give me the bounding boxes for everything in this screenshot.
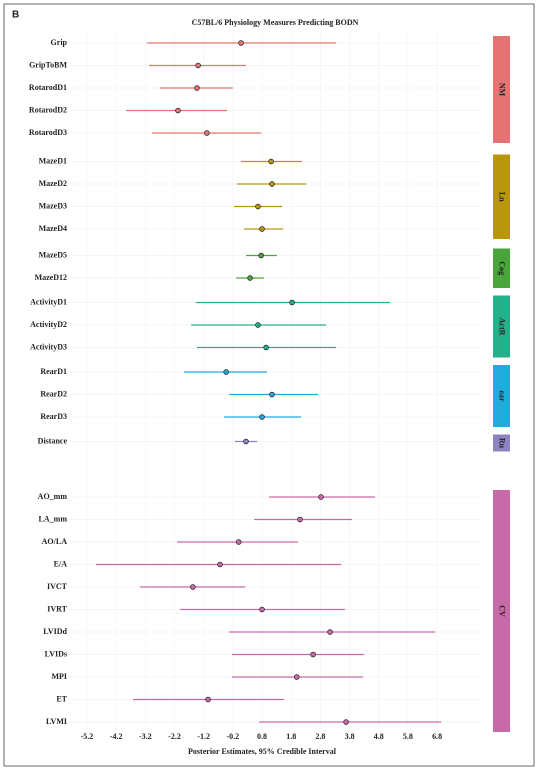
y-tick-label: E/A [54,559,68,568]
estimate-point [297,516,303,523]
estimate-point [327,629,333,635]
x-tick-label: -1.2 [197,732,210,741]
estimate-point [263,344,269,351]
group-strip [493,36,510,143]
panel-label: B [12,10,19,21]
group-label: Ru [498,438,507,449]
estimate-point [259,414,265,420]
y-tick-label: RearD2 [40,389,67,398]
estimate-point [269,181,275,187]
y-tick-label: GripToBM [29,60,67,69]
frame [3,3,535,767]
y-tick-label: IVCT [47,582,68,591]
estimate-point [294,674,300,680]
estimate-point [247,275,253,281]
estimate-point [195,62,201,69]
group-label: CV [498,605,507,617]
estimate-point [343,719,349,725]
x-tick-label: -4.2 [110,732,123,741]
estimate-point [318,494,324,500]
estimate-point [223,369,229,375]
estimate-point [205,696,211,703]
y-tick-label: Distance [38,436,68,445]
x-tick-label: 5.8 [403,732,413,741]
y-tick-label: ActivityD1 [30,297,67,306]
y-tick-label: MazeD3 [39,201,67,210]
group-label: ActR [498,318,507,336]
y-tick-label: ActivityD3 [30,342,67,351]
estimate-point [269,391,275,398]
y-tick-label: LVMI [46,717,67,726]
group-strip [493,154,510,239]
y-tick-label: RotarodD1 [29,83,67,92]
x-axis-label: Posterior Estimates, 95% Credible Interv… [188,747,337,756]
x-tick-label: 0.8 [257,732,267,741]
estimate-point [259,606,265,613]
estimate-point [194,85,200,91]
group-label: Cog [498,261,507,275]
y-tick-label: AO/LA [42,537,68,546]
group-label: Ln [498,192,507,202]
x-tick-label: 1.8 [286,732,296,741]
estimate-point [258,252,264,259]
y-tick-label: AO_mm [38,492,68,501]
estimate-point [175,107,181,114]
y-tick-label: MazeD1 [39,156,67,165]
y-tick-label: LVIDd [43,627,67,636]
y-tick-label: RearD3 [40,412,67,421]
y-tick-label: RotarodD3 [29,128,67,137]
estimate-point [190,584,196,590]
x-tick-label: -5.2 [81,732,94,741]
group-label: NM [498,83,507,97]
group-strip [493,365,510,427]
estimate-point [243,438,249,445]
estimate-point [289,299,295,306]
x-tick-label: -0.2 [227,732,240,741]
y-tick-label: MPI [51,672,67,681]
group-strip [493,434,510,452]
group-strip [493,490,510,732]
group-label: ear [498,390,507,402]
x-tick-label: 2.8 [315,732,325,741]
estimate-point [255,203,261,210]
y-tick-label: RotarodD2 [29,105,67,114]
chart-title: C57BL/6 Physiology Measures Predicting B… [192,18,359,27]
estimate-point [310,651,316,658]
y-tick-label: LVIDs [45,649,67,658]
estimate-point [255,322,261,328]
x-tick-label: 4.8 [374,732,384,741]
x-tick-label: 3.8 [345,732,355,741]
y-tick-label: IVRT [47,604,67,613]
y-tick-label: MazeD2 [39,179,67,188]
y-tick-label: RearD1 [40,367,67,376]
y-tick-label: MazeD12 [35,273,67,282]
y-tick-label: Grip [51,38,68,47]
x-tick-label: -3.2 [139,732,152,741]
x-tick-label: 6.8 [432,732,442,741]
estimate-point [259,226,265,232]
estimate-point [217,561,223,568]
y-tick-label: ET [56,694,67,703]
estimate-point [235,539,242,545]
y-tick-label: ActivityD2 [30,320,67,329]
estimate-point [268,158,274,165]
estimate-point [238,40,244,46]
x-tick-label: -2.2 [168,732,181,741]
y-tick-label: MazeD4 [39,224,67,233]
estimate-point [204,130,210,136]
y-tick-label: MazeD5 [39,250,67,259]
y-tick-label: LA_mm [39,514,68,523]
group-strip [493,248,510,288]
group-strip [493,295,510,358]
